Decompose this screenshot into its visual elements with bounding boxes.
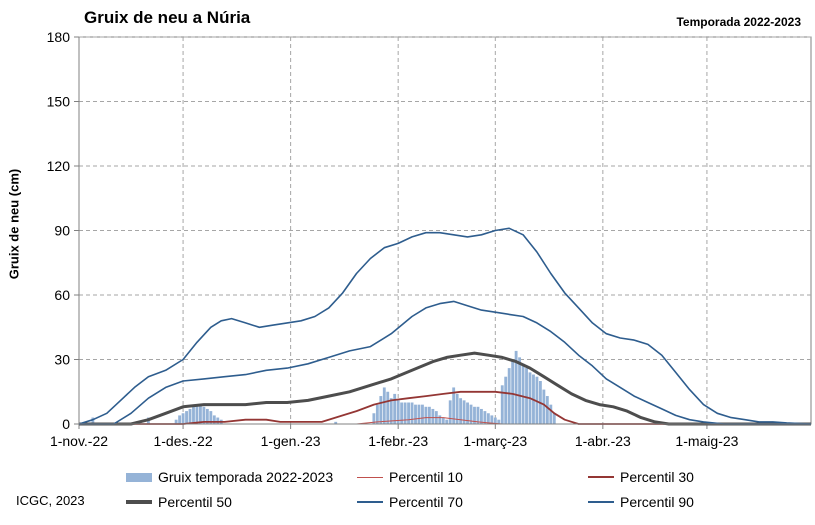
season-bar — [181, 413, 185, 424]
season-bar — [410, 402, 414, 424]
season-bar — [549, 404, 553, 424]
season-bar — [476, 406, 480, 424]
season-bar — [462, 400, 466, 424]
season-bar — [466, 402, 469, 424]
season-bar — [205, 408, 209, 424]
season-bar — [414, 404, 417, 424]
season-bar — [455, 393, 459, 424]
chart-title: Gruix de neu a Núria — [84, 8, 251, 27]
season-bar — [500, 385, 504, 424]
season-bar — [480, 408, 483, 424]
season-bar — [386, 391, 390, 424]
series-line-percentil-70 — [79, 300, 811, 425]
x-tick-label: 1-març-23 — [463, 433, 527, 449]
season-bar — [403, 402, 407, 424]
y-tick-label: 90 — [54, 223, 70, 239]
season-bar — [452, 387, 456, 424]
y-tick-label: 180 — [47, 29, 71, 45]
season-bar — [396, 400, 400, 424]
season-bar — [486, 413, 490, 424]
season-bar — [209, 411, 213, 424]
x-tick-label: 1-gen.-23 — [261, 433, 321, 449]
season-label: Temporada 2022-2023 — [676, 15, 801, 29]
y-tick-label: 60 — [54, 287, 70, 303]
season-bar — [483, 411, 487, 424]
season-bar — [431, 408, 435, 424]
season-bar — [525, 368, 528, 424]
season-bar — [448, 400, 452, 424]
season-bar — [379, 396, 383, 424]
season-bar — [400, 402, 404, 424]
season-bar — [514, 350, 518, 424]
y-tick-label: 0 — [62, 416, 70, 432]
series-line-percentil-50 — [79, 351, 811, 426]
season-bar — [441, 417, 445, 424]
season-bar — [521, 363, 525, 424]
series-line-percentil-10 — [79, 417, 811, 425]
season-bar — [473, 406, 476, 424]
season-bar — [490, 415, 494, 424]
season-bar — [375, 404, 379, 424]
season-bar — [459, 398, 463, 424]
season-bar — [427, 406, 431, 424]
season-bar — [438, 415, 442, 424]
season-bar — [504, 376, 508, 424]
season-bar — [216, 417, 220, 424]
season-bar — [389, 398, 393, 424]
x-tick-label: 1-febr.-23 — [368, 433, 428, 449]
season-bar — [91, 417, 95, 424]
y-tick-label: 30 — [54, 352, 70, 368]
season-bar — [493, 417, 497, 424]
season-bar — [393, 393, 397, 424]
season-bar — [445, 419, 449, 424]
x-tick-label: 1-des.-22 — [153, 433, 212, 449]
season-bar — [424, 406, 428, 424]
season-bar — [507, 368, 511, 424]
season-bar — [407, 402, 410, 424]
season-bar — [178, 415, 182, 424]
season-bar — [195, 404, 199, 424]
series-line-percentil-30 — [79, 390, 811, 425]
season-bar — [535, 376, 539, 424]
y-tick-label: 150 — [47, 94, 71, 110]
y-tick-label: 120 — [47, 158, 71, 174]
season-bar — [334, 421, 338, 424]
x-tick-label: 1-maig-23 — [675, 433, 738, 449]
series-line-percentil-90 — [78, 227, 812, 425]
season-bar — [545, 396, 549, 424]
season-bar — [511, 359, 515, 424]
season-bar — [372, 413, 376, 424]
season-bar — [421, 404, 424, 424]
season-bar — [497, 419, 501, 424]
season-bar — [188, 408, 192, 424]
credit-label: ICGC, 2023 — [16, 493, 85, 508]
season-bar — [202, 406, 206, 424]
season-bar — [192, 406, 195, 424]
x-tick-label: 1-abr.-23 — [575, 433, 631, 449]
season-bar — [212, 415, 216, 424]
season-bar — [417, 404, 421, 424]
y-axis-label: Gruix de neu (cm) — [6, 168, 22, 280]
x-tick-label: 1-nov.-22 — [50, 433, 108, 449]
season-bar — [469, 404, 473, 424]
season-bar — [185, 411, 188, 424]
season-bar — [198, 404, 202, 424]
season-bar — [518, 357, 522, 424]
season-bar — [542, 389, 546, 424]
season-bar — [174, 419, 178, 424]
season-bar — [552, 413, 556, 424]
season-bar — [382, 387, 386, 424]
